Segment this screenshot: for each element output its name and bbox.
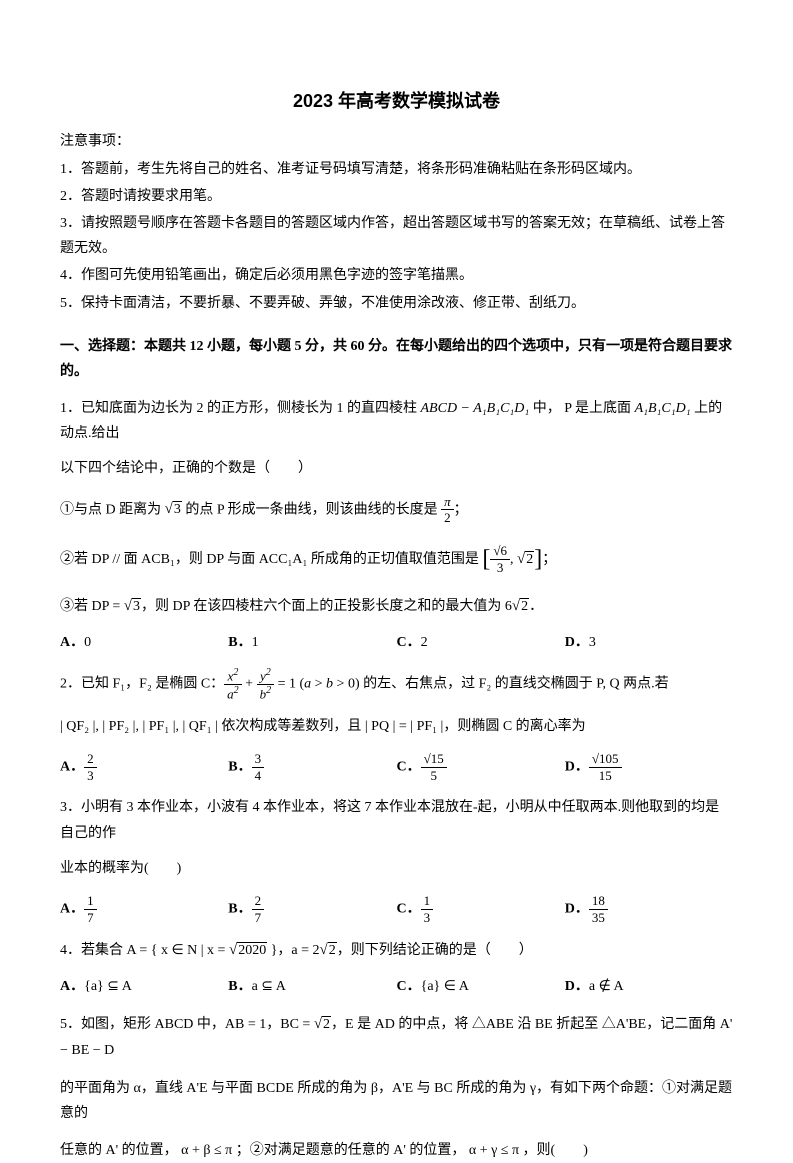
q5-line3: 任意的 A' 的位置， α + β ≤ π ；②对满足题意的任意的 A' 的位置… <box>60 1138 733 1163</box>
q1-item1-frac: π2 <box>441 494 454 526</box>
q4-sqrt-a: 2 <box>320 937 337 964</box>
q2-option-b: B．34 <box>228 751 396 783</box>
q2-frac-y: y2b2 <box>257 667 275 702</box>
question-1: 1．已知底面为边长为 2 的正方形，侧棱长为 1 的直四棱柱 ABCD − A₁… <box>60 396 733 655</box>
q3-stem: 3．小明有 3 本作业本，小波有 4 本作业本，将这 7 本作业本混放在-起，小… <box>60 795 733 845</box>
q4-stem-c: ，则下列结论正确的是（ ） <box>337 943 533 958</box>
section-1-header: 一、选择题：本题共 12 小题，每小题 5 分，共 60 分。在每小题给出的四个… <box>60 334 733 384</box>
question-4: 4．若集合 A = { x ∈ N | x = 2020 }，a = 22，则下… <box>60 937 733 999</box>
q1-option-c: C．2 <box>397 630 565 655</box>
q2-option-a: A．23 <box>60 751 228 783</box>
q1-item1-sqrt: 3 <box>165 496 182 523</box>
q1-item3-sqrt2: 2 <box>512 593 529 620</box>
q1-option-b: B．1 <box>228 630 396 655</box>
q1-option-a: A．0 <box>60 630 228 655</box>
q3-stem2: 业本的概率为( ) <box>60 856 733 881</box>
bracket-left-icon: [ <box>482 546 490 572</box>
q1-item3-c: ． <box>529 599 543 614</box>
q1-item1-c: ； <box>454 502 468 517</box>
q1-stem-1: 1．已知底面为边长为 2 的正方形，侧棱长为 1 的直四棱柱 <box>60 401 421 416</box>
q3-option-a: A．17 <box>60 893 228 925</box>
q2-option-d: D．√10515 <box>565 751 733 783</box>
notice-item-1: 1．答题前，考生先将自己的姓名、准考证号码填写清楚，将条形码准确粘贴在条形码区域… <box>60 157 733 182</box>
q5-sqrt-bc: 2 <box>314 1011 331 1038</box>
notice-item-2: 2．答题时请按要求用笔。 <box>60 184 733 209</box>
q1-item2-sqrt: 2 <box>517 546 534 573</box>
q1-stem-line2: 以下四个结论中，正确的个数是（ ） <box>60 456 733 481</box>
q4-stem-b: }，a = 2 <box>267 943 319 958</box>
q3-option-c: C．13 <box>397 893 565 925</box>
q4-option-a: A．{a} ⊆ A <box>60 974 228 999</box>
q2-frac-x: x2a2 <box>224 667 242 702</box>
q2-line2: | QF₂ |, | PF₂ |, | PF₁ |, | QF₁ | 依次构成等… <box>60 714 733 739</box>
notice-item-4: 4．作图可先使用铅笔画出，确定后必须用黑色字迹的签字笔描黑。 <box>60 263 733 288</box>
q1-option-d: D．3 <box>565 630 733 655</box>
q1-item2-mid: , <box>510 552 517 567</box>
q4-stem-a: 4．若集合 A = { x ∈ N | x = <box>60 943 229 958</box>
page-title: 2023 年高考数学模拟试卷 <box>60 85 733 117</box>
q1-math-prism: ABCD − A₁B₁C₁D₁ <box>421 401 530 416</box>
q1-stem-2: 中， P 是上底面 <box>529 401 634 416</box>
question-2: 2．已知 F₁，F₂ 是椭圆 C：x2a2 + y2b2 = 1 (a > b … <box>60 667 733 783</box>
q1-item3-sqrt: 3 <box>124 593 141 620</box>
q4-option-d: D．a ∉ A <box>565 974 733 999</box>
notice-header: 注意事项： <box>60 129 733 154</box>
q2-stem-a: 2．已知 F₁，F₂ 是椭圆 C： <box>60 677 224 692</box>
q3-option-d: D．1835 <box>565 893 733 925</box>
q1-item2-frac: √63 <box>490 543 510 575</box>
q5-line2: 的平面角为 α，直线 A'E 与平面 BCDE 所成的角为 β，A'E 与 BC… <box>60 1076 733 1126</box>
q2-stem-b: 的左、右焦点，过 F₂ 的直线交椭圆于 P, Q 两点.若 <box>360 677 669 692</box>
notice-item-5: 5．保持卡面清洁，不要折暴、不要弄破、弄皱，不准使用涂改液、修正带、刮纸刀。 <box>60 291 733 316</box>
q1-item2-end: ； <box>542 552 556 567</box>
q1-math-face: A₁B₁C₁D₁ <box>635 401 691 416</box>
question-3: 3．小明有 3 本作业本，小波有 4 本作业本，将这 7 本作业本混放在-起，小… <box>60 795 733 925</box>
q4-sqrt: 2020 <box>229 937 267 964</box>
q2-option-c: C．√155 <box>397 751 565 783</box>
question-5: 5．如图，矩形 ABCD 中，AB = 1，BC = 2，E 是 AD 的中点，… <box>60 1011 733 1163</box>
q4-option-b: B．a ⊆ A <box>228 974 396 999</box>
q1-item1-b: 的点 P 形成一条曲线，则该曲线的长度是 <box>182 502 441 517</box>
q4-option-c: C．{a} ∈ A <box>397 974 565 999</box>
q1-item3-a: ③若 DP = <box>60 599 124 614</box>
q5-line1-a: 5．如图，矩形 ABCD 中，AB = 1，BC = <box>60 1017 314 1032</box>
q1-item3-b: ，则 DP 在该四棱柱六个面上的正投影长度之和的最大值为 6 <box>141 599 512 614</box>
notice-item-3: 3．请按照题号顺序在答题卡各题目的答题区域内作答，超出答题区域书写的答案无效；在… <box>60 211 733 261</box>
q1-item2-a: ②若 DP // 面 ACB₁，则 DP 与面 ACC₁A₁ 所成角的正切值取值… <box>60 552 482 567</box>
q3-option-b: B．27 <box>228 893 396 925</box>
q1-item1-a: ①与点 D 距离为 <box>60 502 165 517</box>
